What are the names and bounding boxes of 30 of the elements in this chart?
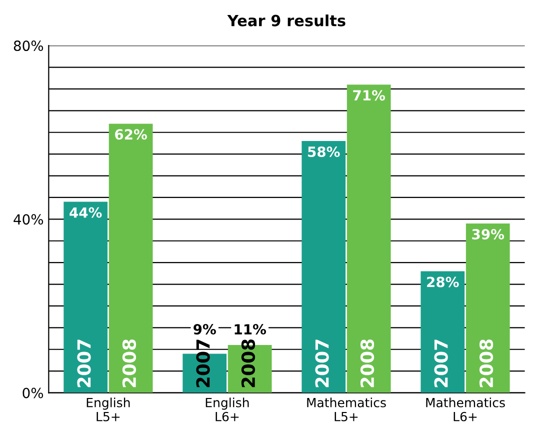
bar bbox=[302, 141, 346, 393]
text: 2007 bbox=[434, 340, 448, 388]
data-label: 28% bbox=[427, 276, 459, 288]
data-label: 62% bbox=[115, 129, 147, 140]
text: 2008 bbox=[479, 339, 494, 388]
text: 2007 bbox=[315, 340, 329, 388]
x-tick-label: Mathematics L5+ bbox=[307, 398, 386, 422]
data-label: 9% bbox=[194, 324, 216, 335]
bar bbox=[346, 84, 391, 393]
bar bbox=[108, 124, 153, 393]
x-tick-label: English L6+ bbox=[206, 398, 249, 422]
bar bbox=[466, 224, 510, 393]
text: 2007 bbox=[196, 340, 210, 388]
chart-title: Year 9 results bbox=[227, 14, 346, 26]
y-tick-label: 0% bbox=[22, 388, 44, 398]
data-label: 39% bbox=[472, 228, 504, 240]
data-label: 11% bbox=[234, 324, 266, 335]
x-tick-label: English L5+ bbox=[86, 398, 130, 422]
text: 2008 bbox=[122, 339, 136, 388]
y-tick-label: 80% bbox=[14, 40, 44, 52]
text: 2008 bbox=[360, 339, 374, 388]
series-label: 2007 bbox=[77, 340, 91, 388]
y-tick-label: 40% bbox=[14, 214, 44, 225]
x-tick-label: Mathematics L6+ bbox=[426, 398, 505, 422]
series-label: 2008 bbox=[241, 339, 256, 388]
data-label: 44% bbox=[70, 207, 102, 218]
bar bbox=[420, 271, 465, 393]
data-label: 58% bbox=[308, 146, 340, 158]
data-label: 71% bbox=[353, 90, 386, 101]
bar bbox=[64, 202, 108, 393]
